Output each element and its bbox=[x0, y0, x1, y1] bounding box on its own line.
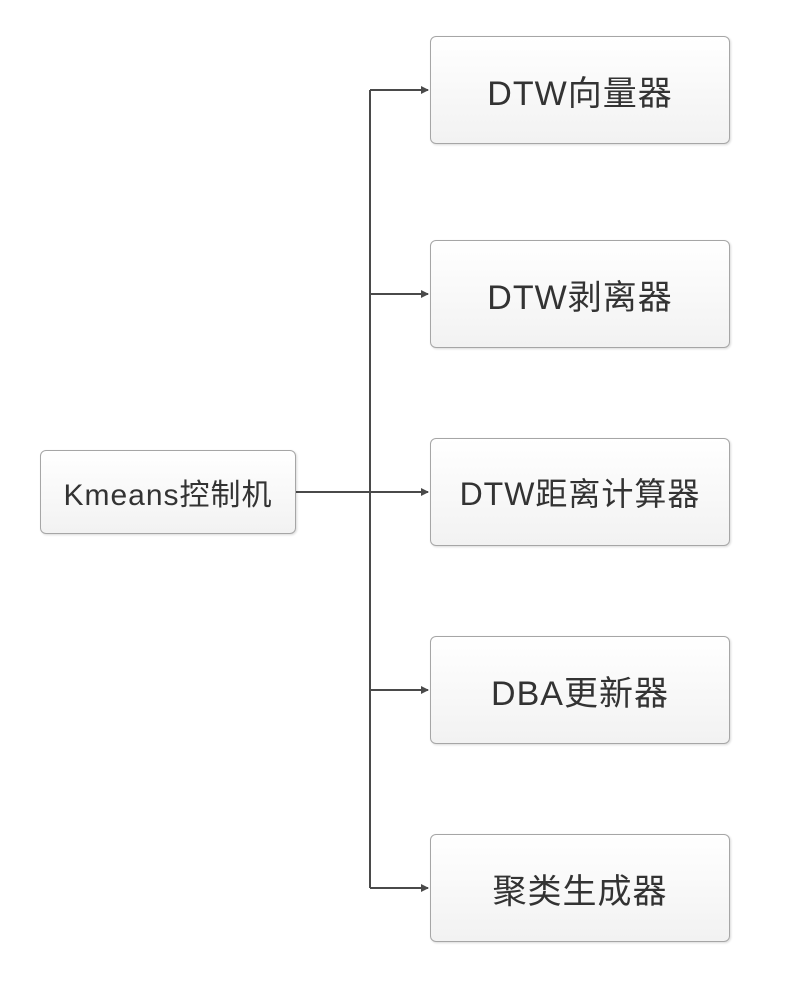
node-root: Kmeans控制机 bbox=[40, 450, 296, 534]
node-dtw-stripper: DTW剥离器 bbox=[430, 240, 730, 348]
node-dtw-distance: DTW距离计算器 bbox=[430, 438, 730, 546]
node-dba-updater: DBA更新器 bbox=[430, 636, 730, 744]
diagram-canvas: Kmeans控制机 DTW向量器 DTW剥离器 DTW距离计算器 DBA更新器 … bbox=[0, 0, 788, 1000]
node-dtw-vector: DTW向量器 bbox=[430, 36, 730, 144]
node-cluster-generator: 聚类生成器 bbox=[430, 834, 730, 942]
